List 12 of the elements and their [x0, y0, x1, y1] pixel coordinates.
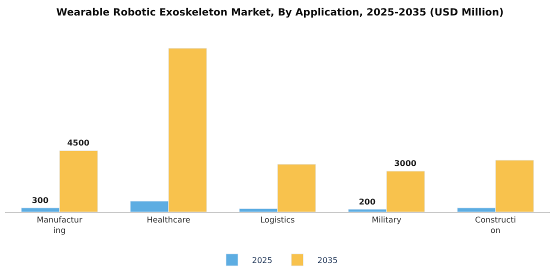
data-label: 4500 [67, 138, 90, 148]
legend-label: 2025 [252, 256, 272, 266]
x-tick-label: Construction [475, 216, 516, 235]
chart-title: Wearable Robotic Exoskeleton Market, By Application, 2025-2035 (USD Million) [56, 7, 504, 18]
data-label: 200 [358, 197, 376, 206]
x-tick-label: Healthcare [146, 216, 190, 225]
x-tick-label: Military [372, 216, 402, 225]
legend-label: 2035 [317, 256, 338, 266]
data-label: 3000 [394, 159, 417, 168]
x-tick-label: Manufacturing [36, 216, 83, 235]
data-label: 300 [32, 196, 49, 205]
x-tick-label: Logistics [260, 216, 295, 225]
